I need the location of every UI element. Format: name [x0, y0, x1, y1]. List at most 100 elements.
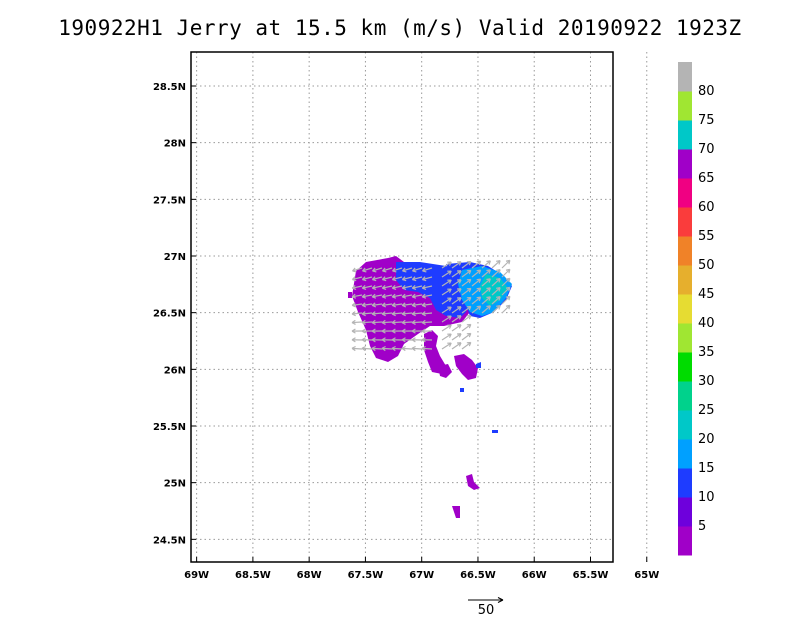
- wind-vector: [421, 345, 433, 352]
- wind-vector: [351, 345, 363, 352]
- colorbar-label: 25: [698, 403, 715, 418]
- wind-vector: [361, 319, 373, 325]
- wind-vector: [441, 342, 452, 350]
- wind-vector: [391, 293, 403, 299]
- wind-vector: [361, 302, 373, 308]
- colorbar-label: 15: [698, 461, 715, 476]
- colorbar-swatch: [678, 381, 692, 411]
- wind-vector: [451, 270, 462, 278]
- wind-vector: [351, 302, 363, 308]
- wind-speed-region: [454, 354, 478, 380]
- y-tick-label: 28N: [164, 139, 186, 150]
- reference-vector: 50: [468, 597, 504, 618]
- wind-vector: [441, 324, 452, 332]
- colorbar-swatch: [678, 236, 692, 266]
- wind-vector: [371, 302, 383, 308]
- wind-vector: [481, 278, 491, 287]
- wind-vector: [411, 293, 423, 299]
- y-tick-label: 26N: [164, 365, 186, 376]
- colorbar-swatch: [678, 62, 692, 92]
- wind-vector: [351, 284, 363, 291]
- wind-speed-region: [438, 364, 452, 378]
- wind-vector: [451, 261, 462, 269]
- wind-vector: [451, 342, 462, 350]
- wind-vector: [501, 259, 511, 269]
- wind-vector: [471, 296, 482, 305]
- wind-vector: [352, 267, 363, 273]
- wind-vector: [402, 267, 413, 273]
- wind-vector: [371, 284, 383, 291]
- colorbar-swatch: [678, 410, 692, 440]
- colorbar-swatch: [678, 294, 692, 324]
- wind-vector: [491, 269, 501, 278]
- wind-vector: [441, 333, 452, 341]
- colorbar-label: 35: [698, 345, 715, 360]
- wind-vector: [441, 306, 452, 314]
- wind-vector: [362, 267, 373, 273]
- wind-vector: [361, 293, 373, 299]
- wind-vector: [461, 269, 472, 278]
- y-tick-label: 27N: [164, 252, 186, 263]
- wind-vector: [501, 277, 511, 287]
- wind-vector: [501, 286, 511, 296]
- wind-vector: [421, 284, 433, 291]
- wind-vector: [361, 337, 373, 343]
- colorbar: 5 10 15 20 25 30 35 40 45 50 55 60 65 70 75 80: [678, 62, 715, 556]
- colorbar-label: 70: [698, 142, 715, 157]
- wind-vector: [351, 311, 363, 317]
- wind-vector: [421, 319, 433, 325]
- wind-vector: [461, 260, 472, 269]
- wind-speed-region: [466, 474, 480, 490]
- wind-vector: [441, 270, 452, 278]
- wind-vector: [421, 276, 433, 282]
- wind-speed-region: [348, 292, 352, 298]
- x-tick-label: 65.5W: [573, 570, 609, 581]
- wind-vector: [401, 311, 413, 317]
- wind-speed-region: [452, 506, 460, 518]
- x-tick-label: 68W: [297, 570, 322, 581]
- x-tick-label: 67W: [409, 570, 434, 581]
- wind-vector: [391, 337, 403, 343]
- colorbar-label: 50: [698, 258, 715, 273]
- colorbar-label: 65: [698, 171, 715, 186]
- wind-vector: [501, 304, 511, 314]
- colorbar-label: 40: [698, 316, 715, 331]
- wind-vector: [351, 293, 363, 299]
- wind-vector: [411, 337, 423, 343]
- wind-vector: [451, 288, 462, 296]
- wind-vector: [481, 269, 491, 278]
- wind-vector: [421, 311, 433, 317]
- wind-vector: [381, 302, 393, 308]
- grid-lines: [191, 52, 648, 562]
- wind-vector: [491, 260, 501, 269]
- y-tick-label: 25N: [164, 479, 186, 490]
- wind-vector: [411, 302, 423, 308]
- x-axis-ticks: 69W 68.5W 68W 67.5W 67W 66.5W 66W 65.5W 65W: [184, 557, 659, 581]
- wind-vector: [461, 314, 472, 323]
- wind-vectors: [351, 259, 511, 352]
- wind-vector: [391, 276, 403, 282]
- wind-vector: [381, 337, 393, 343]
- wind-vector: [381, 319, 393, 325]
- wind-vector: [361, 328, 373, 334]
- colorbar-swatch: [678, 265, 692, 295]
- wind-vector: [451, 306, 462, 314]
- reference-vector-label: 50: [478, 603, 495, 618]
- wind-speed-region: [492, 430, 498, 433]
- wind-vector: [411, 319, 423, 325]
- wind-vector: [392, 267, 403, 273]
- wind-vector: [441, 261, 452, 269]
- wind-vector: [471, 305, 482, 314]
- y-tick-label: 26.5N: [153, 309, 186, 320]
- colorbar-swatch: [678, 526, 692, 556]
- x-tick-label: 66.5W: [460, 570, 496, 581]
- wind-vector: [371, 319, 383, 325]
- wind-vector: [382, 267, 393, 273]
- wind-vector: [441, 279, 452, 287]
- plot-frame: [190, 51, 614, 563]
- wind-vector: [461, 278, 472, 287]
- wind-vector: [451, 279, 462, 287]
- colorbar-swatch: [678, 497, 692, 527]
- wind-vector: [351, 319, 363, 325]
